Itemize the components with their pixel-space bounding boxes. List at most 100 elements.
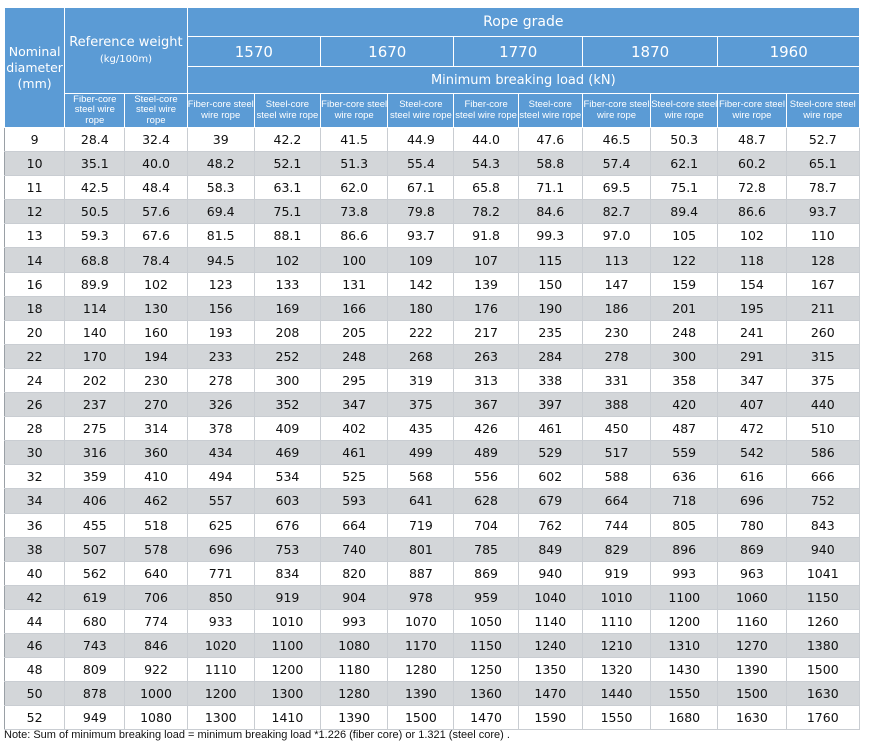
grade-1870-steel-core-cell: 1100 xyxy=(650,584,719,610)
grade-1870-steel-core-cell: 105 xyxy=(650,223,719,249)
grade-1870-fiber-core-cell: 230 xyxy=(581,319,652,345)
grade-1770-steel-core-cell: 115 xyxy=(517,247,583,273)
grade-1570-fiber-core-cell: 278 xyxy=(186,367,255,394)
table-row: 22 170 194 233 252 248 268 263 284 278 300 291 315 xyxy=(3,343,861,369)
ref-weight-steel-core-cell: 846 xyxy=(124,632,188,659)
table-row: 50 878 1000 1200 1300 1280 1390 1360 1470 1440 155… xyxy=(3,681,861,707)
grade-1570-steel-core-cell: 1010 xyxy=(253,608,322,634)
grade-1770-steel-core-cell: 602 xyxy=(517,464,583,490)
grade-1960-fiber-core-cell: 780 xyxy=(717,512,787,538)
grade-1960-fiber-core-cell: 60.2 xyxy=(717,151,787,177)
grade-1870-steel-core-cell: 62.1 xyxy=(650,151,719,177)
grade-1570-fiber-core-cell: 1200 xyxy=(186,681,255,707)
grade-1960-steel-core-cell: 940 xyxy=(785,536,861,562)
nominal-diameter-cell: 28 xyxy=(3,416,66,442)
ref-weight-fiber-core-cell: 89.9 xyxy=(64,271,126,297)
grade-1770-fiber-core-cell: 785 xyxy=(453,536,519,562)
ref-weight-steel-core-cell: 706 xyxy=(124,584,188,610)
table-row: 36 455 518 625 676 664 719 704 762 744 805 780 843 xyxy=(3,512,861,538)
grade-1570-fiber-core-cell: 1110 xyxy=(186,657,255,683)
grade-1570-steel-core-cell: 63.1 xyxy=(253,175,322,201)
grade-1570-steel-core-cell: 133 xyxy=(253,271,322,297)
grade-1670-fiber-core-cell: 593 xyxy=(320,488,389,514)
reference-weight-unit: (kg/100m) xyxy=(99,53,152,65)
grade-1570-steel-core-cell: 88.1 xyxy=(253,223,322,249)
grade-1770-fiber-core-cell: 65.8 xyxy=(453,175,519,201)
ref-weight-steel-core-cell: 194 xyxy=(124,343,188,369)
grade-1960-steel-core-cell: 1760 xyxy=(785,705,861,731)
ref-weight-steel-core-cell: 48.4 xyxy=(124,175,188,201)
grade-1570-steel-core-cell: 1410 xyxy=(253,705,322,731)
grade-1960-steel-core-cell: 93.7 xyxy=(785,199,861,225)
grade-1770-fiber-core-cell: 263 xyxy=(453,343,519,369)
grade-1570-fiber-core-cell: 1300 xyxy=(186,705,255,731)
grade-1570-fiber-core-cell: 233 xyxy=(186,343,255,369)
grade-1770-steel-core-cell: 940 xyxy=(517,560,583,586)
nominal-diameter-cell: 13 xyxy=(3,223,66,249)
table-row: 48 809 922 1110 1200 1180 1280 1250 1350 1320 1430… xyxy=(3,657,861,683)
grade-1770-steel-core-cell: 397 xyxy=(517,392,583,418)
ref-weight-fiber-core-cell: 237 xyxy=(64,392,126,418)
grade-1960-fiber-core-cell: 1060 xyxy=(717,584,787,610)
grade-1770-fiber-core-cell: 313 xyxy=(453,367,519,394)
grade-1960-fiber-core-cell: 72.8 xyxy=(717,175,787,201)
grade-1570-steel-core-cell: 52.1 xyxy=(253,151,322,177)
grade-1770-steel-core-cell: 1470 xyxy=(517,681,583,707)
grade-1870-steel-core-cell: 896 xyxy=(650,536,719,562)
grade-1670-steel-core-cell: 109 xyxy=(387,247,455,273)
grade-1770-fiber-core-cell: 426 xyxy=(453,416,519,442)
grade-1570-steel-core-cell: 676 xyxy=(253,512,322,538)
grade-1870-steel-core-cell: 487 xyxy=(650,416,719,442)
grade-1870-steel-core-cell: 358 xyxy=(650,367,719,394)
ref-weight-fiber-core-cell: 455 xyxy=(64,512,126,538)
grade-1770-steel-core-cell: 58.8 xyxy=(517,151,583,177)
grade-1570-fiber-core-cell: 326 xyxy=(186,392,255,418)
rope-grade-header: Rope grade xyxy=(186,7,861,37)
ref-weight-steel-core-cell: 578 xyxy=(124,536,188,562)
table-row: 40 562 640 771 834 820 887 869 940 919 993 963 1041 xyxy=(3,560,861,586)
grade-1670-steel-core-cell: 1170 xyxy=(387,632,455,659)
grade-1570-fiber-core-cell: 378 xyxy=(186,416,255,442)
grade-1670-steel-core-cell: 268 xyxy=(387,343,455,369)
grade-1770-fiber-core-cell: 107 xyxy=(453,247,519,273)
grade-1670-steel-core-cell: 1390 xyxy=(387,681,455,707)
grade-1960-fiber-core-cell: 616 xyxy=(717,464,787,490)
grade-1570-steel-core-cell: 208 xyxy=(253,319,322,345)
grade-1670-steel-core-cell: 180 xyxy=(387,295,455,321)
grade-1770-fiber-core-cell: 1470 xyxy=(453,705,519,731)
grade-1870-fiber-core-cell: 829 xyxy=(581,536,652,562)
nominal-diameter-cell: 20 xyxy=(3,319,66,345)
grade-1960-steel-core-cell: 843 xyxy=(785,512,861,538)
nominal-diameter-cell: 14 xyxy=(3,247,66,273)
grade-1870-fiber-core-cell: 1320 xyxy=(581,657,652,683)
grade-1770-steel-core-cell: 849 xyxy=(517,536,583,562)
grade-1770-fiber-core-cell: 628 xyxy=(453,488,519,514)
ref-weight-steel-core-cell: 270 xyxy=(124,392,188,418)
grade-1570-steel-core-cell: 102 xyxy=(253,247,322,273)
grade-1570-steel-core-header: Steel-core steel wire rope xyxy=(253,93,322,128)
nominal-diameter-header: Nominal diameter (mm) xyxy=(3,7,66,128)
grade-1670-steel-core-cell: 499 xyxy=(387,440,455,466)
grade-1960-fiber-core-cell: 542 xyxy=(717,440,787,466)
grade-1770-steel-core-cell: 338 xyxy=(517,367,583,394)
grade-1870-fiber-core-cell: 664 xyxy=(581,488,652,514)
grade-1670-steel-core-cell: 44.9 xyxy=(387,126,455,153)
grade-1670-fiber-core-cell: 525 xyxy=(320,464,389,490)
ref-weight-fiber-core-cell: 114 xyxy=(64,295,126,321)
grade-1960-fiber-core-cell: 291 xyxy=(717,343,787,369)
ref-weight-steel-core-cell: 462 xyxy=(124,488,188,514)
ref-weight-fiber-core-cell: 202 xyxy=(64,367,126,394)
grade-1770-steel-core-cell: 84.6 xyxy=(517,199,583,225)
grade-1670-fiber-core-cell: 993 xyxy=(320,608,389,634)
grade-1570-steel-core-cell: 252 xyxy=(253,343,322,369)
ref-weight-fiber-core-cell: 809 xyxy=(64,657,126,683)
table-row: 44 680 774 933 1010 993 1070 1050 1140 1110 1200 11… xyxy=(3,608,861,634)
grade-1670-steel-core-cell: 801 xyxy=(387,536,455,562)
grade-1960-fiber-core-header: Fiber-core steel wire rope xyxy=(717,93,787,128)
grade-1570-fiber-core-cell: 81.5 xyxy=(186,223,255,249)
grade-1870-steel-core-cell: 50.3 xyxy=(650,126,719,153)
grade-1870-fiber-core-cell: 186 xyxy=(581,295,652,321)
nominal-diameter-cell: 30 xyxy=(3,440,66,466)
grade-1770-fiber-core-cell: 704 xyxy=(453,512,519,538)
nominal-diameter-cell: 22 xyxy=(3,343,66,369)
